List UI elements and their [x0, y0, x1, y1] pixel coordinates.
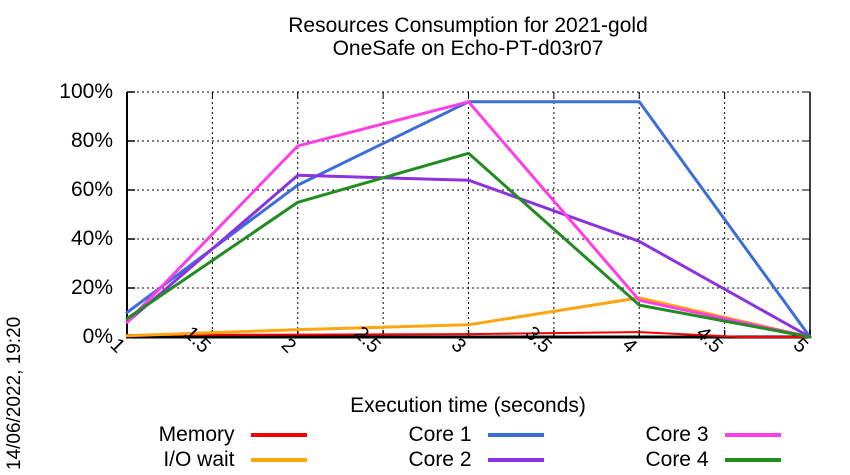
series-line-core-3 [125, 100, 812, 339]
legend-line-swatch [487, 432, 544, 437]
legend: Memory I/O wait Core 1 Core 2 Core 3 Core 4 [110, 422, 810, 472]
x-axis-label: Execution time (seconds) [350, 394, 586, 417]
y-tick-label: 40% [70, 227, 113, 250]
legend-item: Core 1 [377, 422, 544, 447]
legend-label: I/O wait [163, 447, 235, 471]
legend-label: Memory [158, 422, 235, 446]
legend-label: Core 1 [408, 422, 472, 446]
series-line-core-4 [125, 151, 812, 339]
legend-item: Core 4 [614, 447, 781, 472]
y-tick-label: 20% [70, 276, 113, 299]
legend-item: I/O wait [140, 447, 307, 472]
legend-line-swatch [250, 457, 307, 462]
legend-line-swatch [724, 432, 781, 437]
series-line-i-o-wait [125, 296, 812, 339]
y-tick-label: 100% [59, 80, 113, 103]
legend-line-swatch [724, 457, 781, 462]
chart-title: Resources Consumption for 2021-gold [288, 14, 648, 37]
legend-item: Core 3 [614, 422, 781, 447]
legend-label: Core 3 [645, 422, 709, 446]
y-tick-label: 60% [70, 178, 113, 201]
y-tick-label: 0% [82, 325, 113, 348]
series-line-memory [126, 331, 811, 338]
legend-line-swatch [487, 457, 544, 462]
series-line-core-2 [125, 173, 812, 339]
legend-label: Core 4 [645, 447, 709, 471]
legend-item: Core 2 [377, 447, 544, 472]
legend-item: Memory [140, 422, 307, 447]
legend-label: Core 2 [408, 447, 472, 471]
legend-line-swatch [250, 432, 307, 437]
chart-subtitle: OneSafe on Echo-PT-d03r07 [332, 37, 604, 60]
y-tick-label: 80% [70, 129, 113, 152]
